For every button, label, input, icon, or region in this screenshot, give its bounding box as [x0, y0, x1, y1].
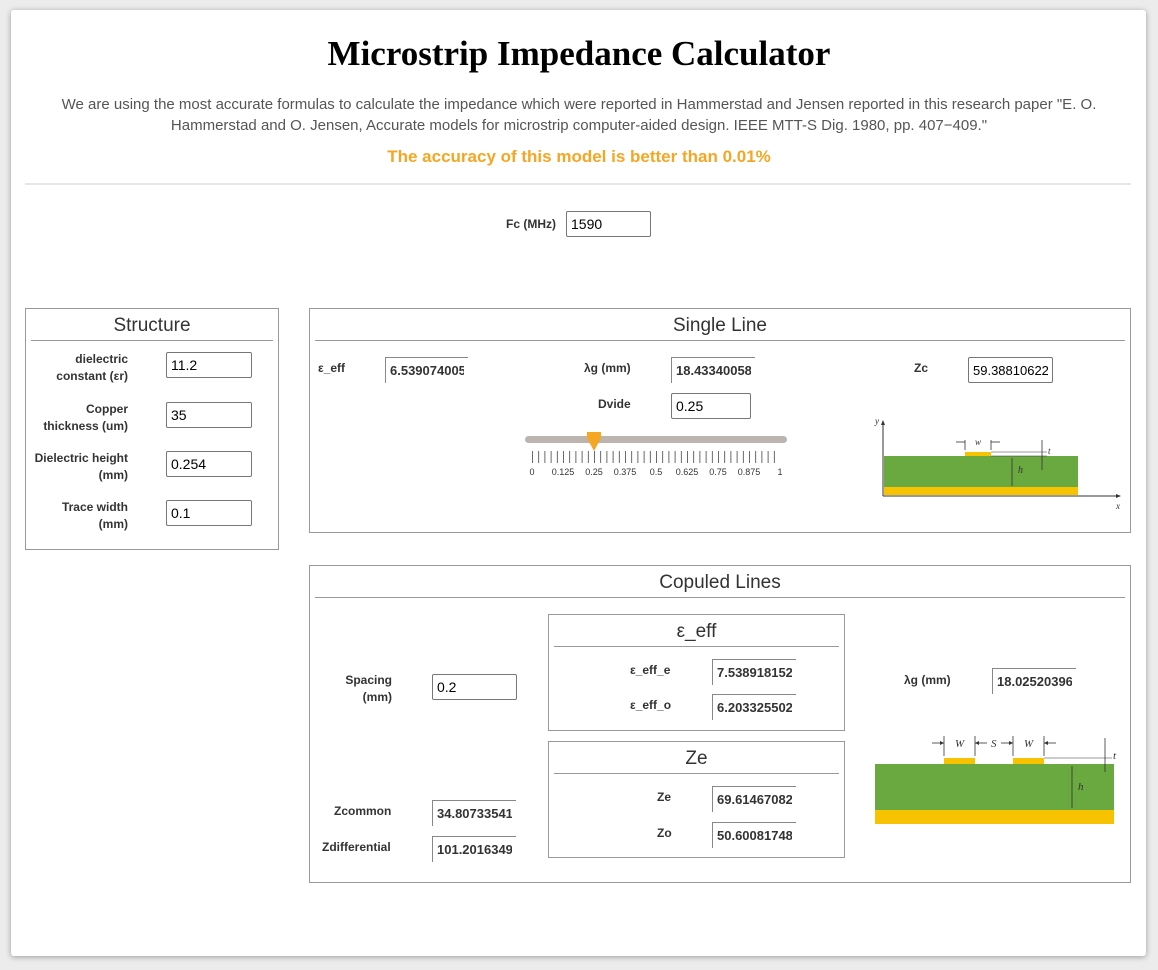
- dielectric-constant-label-line1: dielectric: [75, 352, 128, 366]
- single-line-diagram: y x w t h: [874, 416, 1121, 511]
- trace-width-label: Trace width (mm): [30, 499, 128, 533]
- trace-width-input[interactable]: [166, 500, 252, 526]
- single-eps-eff-output[interactable]: [385, 357, 468, 383]
- coupled-diagram-s-label: S: [991, 738, 997, 750]
- coupled-diagram-w1-label: W: [955, 738, 965, 750]
- coupled-eps-eff-panel: ε_eff: [548, 614, 845, 731]
- slider-tick-label: 0.75: [709, 467, 727, 477]
- single-lambda-g-output[interactable]: [671, 357, 755, 383]
- copper-thickness-label: Copper thickness (um): [30, 401, 128, 435]
- diagram-w-label: w: [975, 437, 981, 447]
- single-zc-output[interactable]: [968, 357, 1053, 383]
- dielectric-constant-input[interactable]: [166, 352, 252, 378]
- coupled-lambda-g-output[interactable]: [992, 668, 1076, 694]
- dielectric-height-label-line2: (mm): [98, 468, 128, 482]
- spacing-input[interactable]: [432, 674, 517, 700]
- divide-slider-track[interactable]: [525, 436, 787, 443]
- eps-eff-even-output[interactable]: [712, 659, 796, 685]
- slider-tick-label: 0.375: [613, 467, 637, 477]
- eps-eff-odd-output[interactable]: [712, 694, 796, 720]
- diagram-t-label: t: [1048, 446, 1051, 456]
- coupled-diagram-h-label: h: [1078, 781, 1084, 793]
- ze-label: Ze: [657, 790, 672, 804]
- coupled-diagram-t-label: t: [1113, 750, 1117, 762]
- divide-input[interactable]: [671, 393, 751, 419]
- zdifferential-label: Zdifferential: [322, 840, 391, 854]
- diagram-x-axis-label: x: [1115, 501, 1120, 511]
- spacing-label-line2: (mm): [362, 690, 392, 704]
- coupled-lines-diagram: W S W t h: [875, 736, 1117, 824]
- diagram-h-label: h: [1018, 465, 1023, 476]
- divide-label: Dvide: [598, 397, 631, 411]
- dielectric-constant-label: dielectric constant (εr): [30, 351, 128, 385]
- zcommon-label: Zcommon: [334, 804, 392, 818]
- dielectric-height-input[interactable]: [166, 451, 252, 477]
- ze-panel-title: Ze: [554, 748, 839, 774]
- structure-title: Structure: [31, 315, 273, 341]
- dielectric-height-label-line1: Dielectric height: [34, 451, 128, 465]
- trace-width-label-line2: (mm): [98, 517, 128, 531]
- coupled-lambda-g-label: λg (mm): [904, 673, 951, 687]
- ze-output[interactable]: [712, 786, 796, 812]
- ze-panel: Ze: [548, 741, 845, 858]
- page-title: Microstrip Impedance Calculator: [327, 34, 831, 73]
- eps-eff-even-label: ε_eff_e: [630, 663, 671, 677]
- slider-tick-label: 0.875: [737, 467, 761, 477]
- trace-width-label-line1: Trace width: [61, 500, 128, 514]
- divide-slider-ticks: [532, 451, 775, 463]
- single-line-title: Single Line: [315, 315, 1125, 341]
- dielectric-height-label: Dielectric height (mm): [30, 450, 128, 484]
- frequency-input[interactable]: [566, 211, 651, 237]
- diagram-y-axis-label: y: [874, 416, 879, 426]
- header-divider: [25, 183, 1131, 185]
- page-description: We are using the most accurate formulas …: [61, 96, 1097, 134]
- frequency-label: Fc (MHz): [506, 217, 556, 231]
- copper-thickness-label-line1: Copper: [86, 402, 128, 416]
- zdifferential-output[interactable]: [432, 836, 516, 862]
- dielectric-constant-label-line2: constant (εr): [56, 369, 128, 383]
- spacing-label-line1: Spacing: [345, 673, 392, 687]
- copper-thickness-input[interactable]: [166, 402, 252, 428]
- slider-tick-label: 0.125: [551, 467, 575, 477]
- slider-tick-label: 0.625: [675, 467, 699, 477]
- zo-output[interactable]: [712, 822, 796, 848]
- structure-panel: Structure: [25, 308, 279, 550]
- single-line-panel: Single Line: [309, 308, 1131, 533]
- divide-slider-thumb[interactable]: [586, 432, 602, 452]
- coupled-lines-panel: Copuled Lines: [309, 565, 1131, 883]
- slider-tick-label: 1: [777, 467, 783, 477]
- spacing-label: Spacing (mm): [310, 672, 392, 706]
- eps-eff-odd-label: ε_eff_o: [630, 698, 672, 712]
- coupled-eps-eff-title: ε_eff: [554, 621, 839, 647]
- single-lambda-g-label: λg (mm): [584, 361, 631, 375]
- slider-tick-label: 0.5: [649, 467, 663, 477]
- coupled-lines-title: Copuled Lines: [315, 572, 1125, 598]
- accuracy-note: The accuracy of this model is better tha…: [387, 147, 771, 166]
- zo-label: Zo: [657, 826, 672, 840]
- single-zc-label: Zc: [914, 361, 929, 375]
- slider-tick-label: 0: [529, 467, 535, 477]
- copper-thickness-label-line2: thickness (um): [43, 419, 128, 433]
- coupled-diagram-w2-label: W: [1024, 738, 1034, 750]
- slider-tick-label: 0.25: [585, 467, 603, 477]
- single-eps-eff-label: ε_eff: [318, 361, 346, 375]
- zcommon-output[interactable]: [432, 800, 516, 826]
